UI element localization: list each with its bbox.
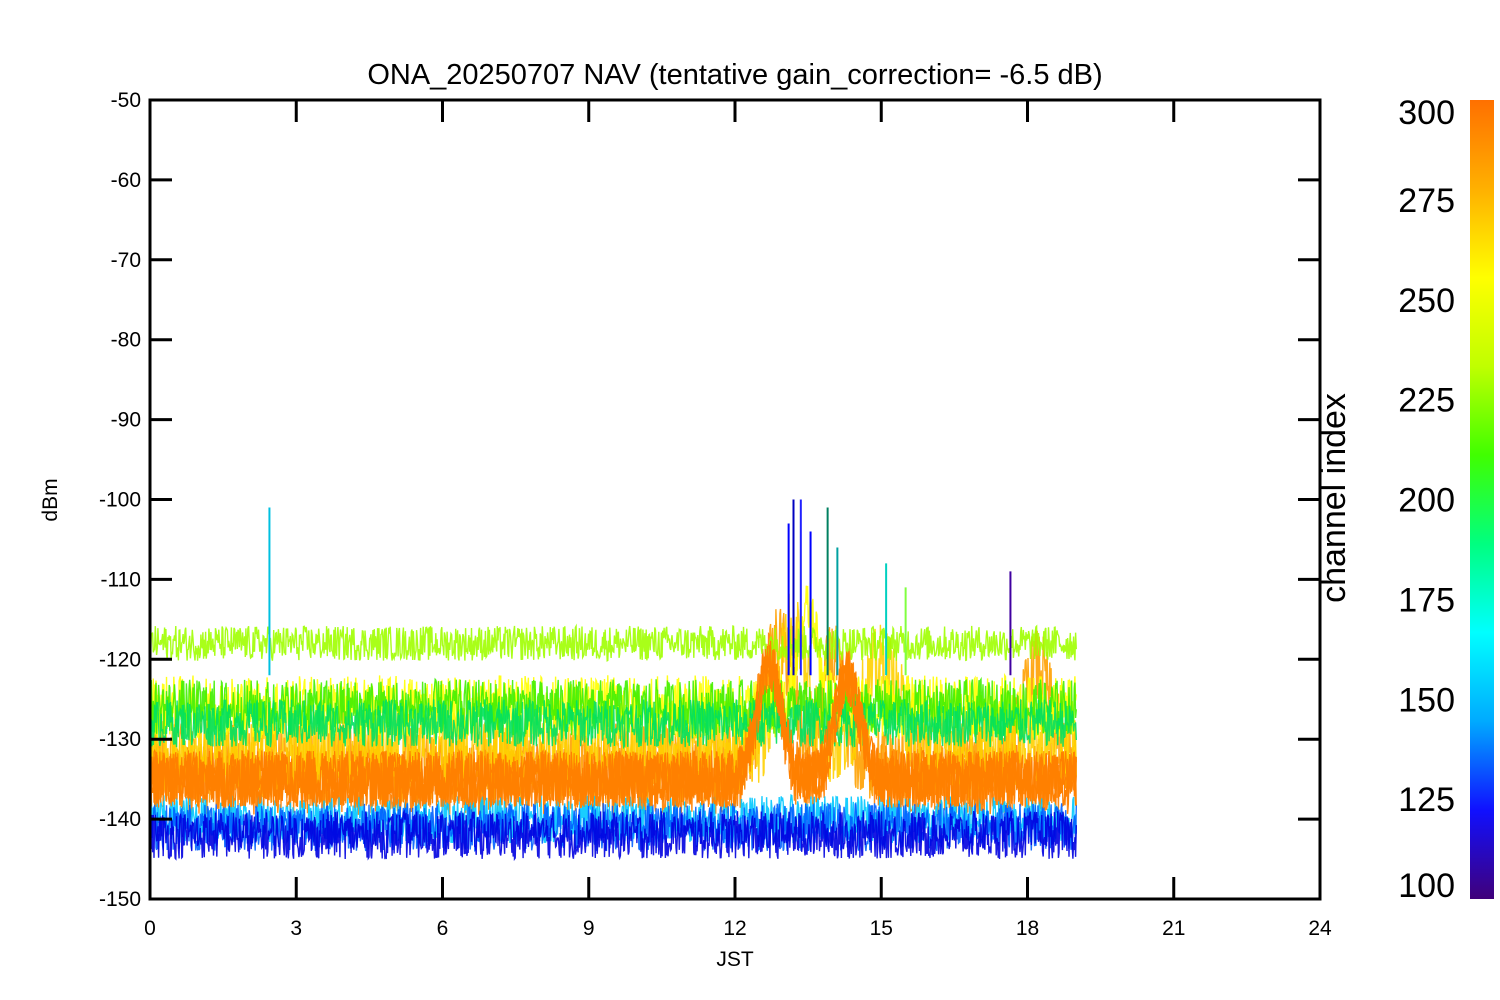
y-axis-label: dBm — [39, 478, 62, 521]
y-tick-label: -150 — [99, 888, 141, 911]
colorbar-tick-label: 125 — [1398, 781, 1455, 819]
series-line-channel-250 — [150, 623, 1077, 662]
y-tick-label: -80 — [111, 329, 141, 352]
x-axis: 0 3 6 9 12 15 18 21 24 — [144, 100, 1332, 940]
plot-data — [150, 499, 1077, 862]
y-tick-label: -90 — [111, 409, 141, 432]
colorbar-tick-label: 175 — [1398, 581, 1455, 619]
x-tick-label: 12 — [723, 917, 746, 940]
x-tick-label: 21 — [1162, 917, 1185, 940]
colorbar — [1470, 100, 1494, 899]
colorbar-label: channel index — [1315, 393, 1353, 603]
y-tick-label: -60 — [111, 169, 141, 192]
colorbar-tick-label: 200 — [1398, 482, 1455, 520]
x-tick-label: 9 — [583, 917, 595, 940]
chart-title: ONA_20250707 NAV (tentative gain_correct… — [367, 59, 1102, 91]
colorbar-tick-label: 100 — [1398, 867, 1455, 905]
y-axis: -50 -60 -70 -80 -90 -100 -110 -120 -130 -140 -150 — [99, 89, 1320, 911]
y-tick-label: -70 — [111, 249, 141, 272]
y-tick-label: -100 — [99, 489, 141, 512]
colorbar-ticks: 300 275 250 225 200 175 150 125 100 — [1398, 94, 1455, 905]
x-tick-label: 6 — [437, 917, 449, 940]
colorbar-tick-label: 250 — [1398, 282, 1455, 320]
colorbar-tick-label: 225 — [1398, 382, 1455, 420]
series-line-channel-215 — [150, 699, 1077, 750]
colorbar-tick-label: 150 — [1398, 681, 1455, 719]
y-tick-label: -110 — [101, 568, 141, 591]
y-tick-label: -120 — [99, 648, 141, 671]
colorbar-tick-label: 275 — [1398, 182, 1455, 220]
y-tick-label: -50 — [111, 89, 141, 112]
x-tick-label: 0 — [144, 917, 156, 940]
noise-floor-trace — [150, 645, 1077, 808]
x-tick-label: 3 — [290, 917, 302, 940]
x-tick-label: 18 — [1016, 917, 1039, 940]
series-line-channel-125 — [150, 809, 1077, 862]
colorbar-tick-label: 300 — [1398, 94, 1455, 132]
x-axis-label: JST — [716, 948, 754, 971]
y-tick-label: -140 — [99, 808, 141, 831]
x-tick-label: 24 — [1308, 917, 1332, 940]
x-tick-label: 15 — [870, 917, 893, 940]
y-tick-label: -130 — [99, 728, 141, 751]
